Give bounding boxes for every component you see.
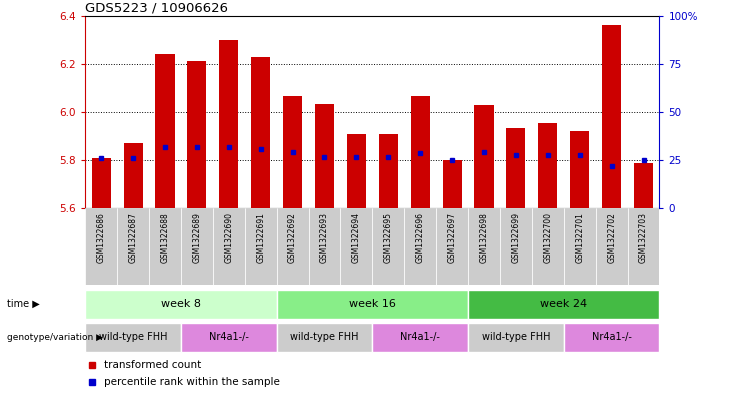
- Bar: [634, 163, 653, 208]
- Text: GSM1322689: GSM1322689: [193, 212, 202, 263]
- Bar: [602, 25, 621, 208]
- Bar: [308, 208, 340, 285]
- Text: week 24: week 24: [540, 299, 588, 309]
- Bar: [213, 208, 245, 285]
- Bar: [532, 208, 564, 285]
- Text: GSM1322690: GSM1322690: [225, 212, 233, 263]
- Bar: [347, 134, 366, 208]
- Bar: [251, 57, 270, 208]
- Bar: [436, 208, 468, 285]
- Text: GSM1322700: GSM1322700: [543, 212, 552, 263]
- Bar: [187, 61, 207, 208]
- Text: GSM1322687: GSM1322687: [129, 212, 138, 263]
- Text: GSM1322688: GSM1322688: [161, 212, 170, 263]
- Text: GSM1322698: GSM1322698: [479, 212, 488, 263]
- Bar: [156, 54, 175, 208]
- Bar: [85, 290, 276, 319]
- Bar: [276, 290, 468, 319]
- Text: wild-type FHH: wild-type FHH: [482, 332, 550, 342]
- Text: GSM1322699: GSM1322699: [511, 212, 520, 263]
- Text: Nr4a1-/-: Nr4a1-/-: [592, 332, 631, 342]
- Bar: [340, 208, 372, 285]
- Bar: [372, 208, 405, 285]
- Bar: [124, 143, 142, 208]
- Bar: [149, 208, 181, 285]
- Bar: [283, 96, 302, 208]
- Bar: [379, 134, 398, 208]
- Bar: [500, 208, 532, 285]
- Text: GSM1322702: GSM1322702: [607, 212, 616, 263]
- Bar: [628, 208, 659, 285]
- Text: percentile rank within the sample: percentile rank within the sample: [104, 377, 280, 387]
- Bar: [468, 290, 659, 319]
- Text: GSM1322695: GSM1322695: [384, 212, 393, 263]
- Bar: [245, 208, 276, 285]
- Bar: [596, 208, 628, 285]
- Text: GSM1322697: GSM1322697: [448, 212, 456, 263]
- Bar: [276, 208, 308, 285]
- Text: GDS5223 / 10906626: GDS5223 / 10906626: [85, 2, 228, 15]
- Text: GSM1322694: GSM1322694: [352, 212, 361, 263]
- Bar: [405, 208, 436, 285]
- Text: Nr4a1-/-: Nr4a1-/-: [400, 332, 440, 342]
- Bar: [117, 208, 149, 285]
- Bar: [506, 128, 525, 208]
- Bar: [276, 323, 372, 352]
- Text: genotype/variation ▶: genotype/variation ▶: [7, 333, 104, 342]
- Text: transformed count: transformed count: [104, 360, 202, 370]
- Text: GSM1322686: GSM1322686: [96, 212, 106, 263]
- Text: Nr4a1-/-: Nr4a1-/-: [209, 332, 249, 342]
- Bar: [92, 158, 110, 208]
- Text: week 16: week 16: [349, 299, 396, 309]
- Bar: [85, 208, 117, 285]
- Text: GSM1322696: GSM1322696: [416, 212, 425, 263]
- Text: GSM1322691: GSM1322691: [256, 212, 265, 263]
- Bar: [442, 160, 462, 208]
- Bar: [564, 208, 596, 285]
- Bar: [315, 104, 334, 208]
- Bar: [181, 208, 213, 285]
- Text: GSM1322692: GSM1322692: [288, 212, 297, 263]
- Bar: [468, 323, 564, 352]
- Bar: [411, 96, 430, 208]
- Text: wild-type FHH: wild-type FHH: [290, 332, 359, 342]
- Bar: [570, 131, 589, 208]
- Text: time ▶: time ▶: [7, 299, 40, 309]
- Bar: [538, 123, 557, 208]
- Bar: [181, 323, 276, 352]
- Bar: [564, 323, 659, 352]
- Bar: [372, 323, 468, 352]
- Text: GSM1322701: GSM1322701: [575, 212, 584, 263]
- Bar: [474, 105, 494, 208]
- Bar: [219, 40, 239, 208]
- Bar: [85, 323, 181, 352]
- Text: wild-type FHH: wild-type FHH: [99, 332, 167, 342]
- Bar: [468, 208, 500, 285]
- Text: GSM1322703: GSM1322703: [639, 212, 648, 263]
- Text: GSM1322693: GSM1322693: [320, 212, 329, 263]
- Text: week 8: week 8: [161, 299, 201, 309]
